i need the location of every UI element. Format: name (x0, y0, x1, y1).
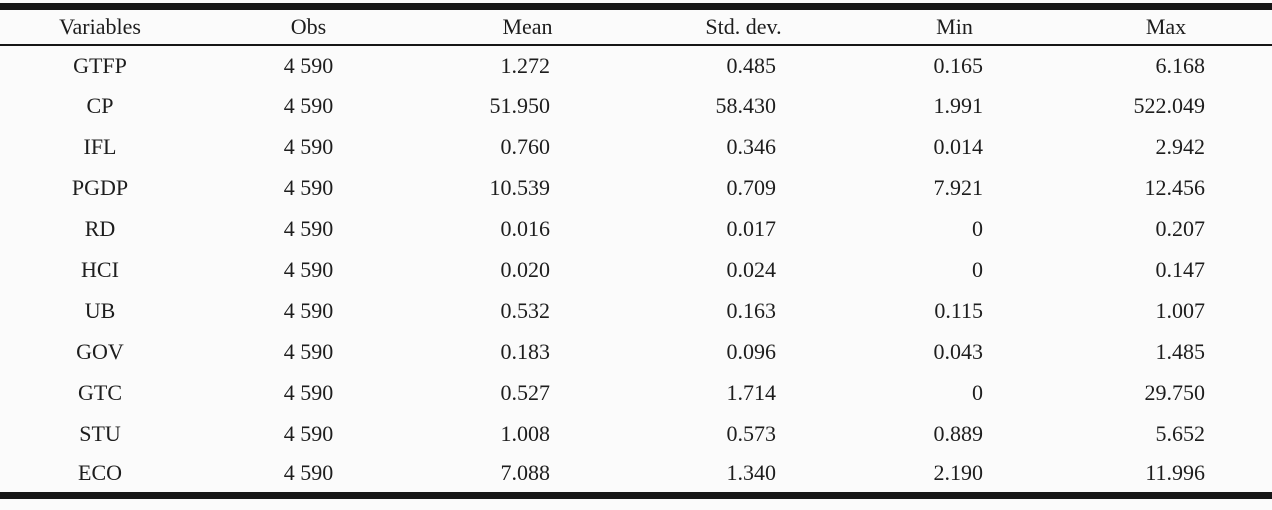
table-row-rd: RD 4 590 0.016 0.017 0 0.207 (0, 209, 1272, 250)
cell-mean: 0.183 (500, 339, 551, 364)
cell-std-dev: 0.485 (726, 52, 777, 78)
cell-mean: 0.527 (500, 380, 551, 405)
cell-max: 5.652 (1155, 421, 1206, 446)
table-row-gov: GOV 4 590 0.183 0.096 0.043 1.485 (0, 332, 1272, 373)
cell-max: 2.942 (1155, 134, 1206, 159)
cell-variable: UB (84, 298, 116, 323)
cell-mean: 0.532 (500, 298, 551, 323)
cell-variable: PGDP (71, 175, 129, 200)
cell-obs: 4 590 (283, 298, 334, 323)
cell-obs: 4 590 (283, 421, 334, 446)
column-header-mean: Mean (417, 6, 638, 46)
cell-mean: 0.020 (500, 257, 551, 282)
cell-variable: HCI (81, 257, 119, 282)
cell-variable: GOV (76, 339, 124, 364)
cell-max: 12.456 (1144, 175, 1206, 200)
cell-std-dev: 0.017 (726, 216, 777, 241)
table-row-hci: HCI 4 590 0.020 0.024 0 0.147 (0, 250, 1272, 291)
cell-variable: GTFP (73, 52, 127, 78)
cell-obs: 4 590 (283, 134, 334, 159)
cell-mean: 1.008 (500, 421, 551, 446)
cell-mean: 7.088 (500, 460, 551, 486)
summary-statistics-table: Variables Obs Mean Std. dev. Min Max GTF… (0, 3, 1272, 499)
cell-mean: 1.272 (500, 52, 551, 78)
table-header: Variables Obs Mean Std. dev. Min Max (0, 6, 1272, 46)
table-body: GTFP 4 590 1.272 0.485 0.165 6.168 CP 4 … (0, 45, 1272, 496)
cell-obs: 4 590 (283, 93, 334, 118)
table-row-gtc: GTC 4 590 0.527 1.714 0 29.750 (0, 373, 1272, 414)
cell-std-dev: 0.096 (726, 339, 777, 364)
cell-std-dev: 0.346 (726, 134, 777, 159)
cell-min: 0 (972, 257, 983, 282)
cell-max: 0.147 (1155, 257, 1206, 282)
cell-min: 2.190 (933, 460, 984, 486)
cell-obs: 4 590 (283, 257, 334, 282)
cell-obs: 4 590 (283, 52, 334, 78)
table-row-ub: UB 4 590 0.532 0.163 0.115 1.007 (0, 291, 1272, 332)
cell-variable: IFL (83, 134, 117, 159)
cell-min: 0.014 (933, 134, 984, 159)
column-header-variables: Variables (0, 6, 200, 46)
cell-min: 0.115 (934, 298, 983, 323)
cell-obs: 4 590 (283, 175, 334, 200)
cell-min: 0.043 (933, 339, 984, 364)
table-row-eco: ECO 4 590 7.088 1.340 2.190 11.996 (0, 455, 1272, 496)
cell-variable: ECO (78, 460, 122, 486)
cell-mean: 0.760 (500, 134, 551, 159)
cell-max: 1.485 (1155, 339, 1206, 364)
cell-std-dev: 0.024 (726, 257, 777, 282)
cell-mean: 10.539 (489, 175, 551, 200)
column-header-min: Min (849, 6, 1060, 46)
cell-std-dev: 1.340 (726, 460, 777, 486)
cell-max: 29.750 (1144, 380, 1206, 405)
cell-variable: CP (86, 93, 114, 118)
cell-obs: 4 590 (283, 460, 334, 486)
cell-obs: 4 590 (283, 339, 334, 364)
cell-min: 7.921 (933, 175, 984, 200)
table-row-pgdp: PGDP 4 590 10.539 0.709 7.921 12.456 (0, 168, 1272, 209)
cell-variable: RD (84, 216, 116, 241)
cell-std-dev: 0.573 (726, 421, 777, 446)
cell-std-dev: 1.714 (726, 380, 777, 405)
cell-max: 6.168 (1155, 52, 1206, 78)
cell-std-dev: 0.709 (726, 175, 777, 200)
cell-std-dev: 0.163 (726, 298, 777, 323)
cell-mean: 51.950 (489, 93, 551, 118)
cell-std-dev: 58.430 (715, 93, 777, 118)
header-row: Variables Obs Mean Std. dev. Min Max (0, 6, 1272, 46)
cell-mean: 0.016 (500, 216, 551, 241)
cell-obs: 4 590 (283, 380, 334, 405)
cell-variable: GTC (78, 380, 122, 405)
table-row-ifl: IFL 4 590 0.760 0.346 0.014 2.942 (0, 127, 1272, 168)
cell-min: 0.889 (933, 421, 984, 446)
cell-max: 11.996 (1145, 460, 1205, 486)
cell-min: 0.165 (933, 52, 984, 78)
cell-min: 0 (972, 380, 983, 405)
cell-max: 1.007 (1155, 298, 1206, 323)
column-header-std-dev: Std. dev. (638, 6, 849, 46)
column-header-obs: Obs (200, 6, 417, 46)
table-row-cp: CP 4 590 51.950 58.430 1.991 522.049 (0, 86, 1272, 127)
cell-variable: STU (79, 421, 121, 446)
column-header-max: Max (1060, 6, 1272, 46)
cell-obs: 4 590 (283, 216, 334, 241)
cell-max: 0.207 (1155, 216, 1206, 241)
cell-max: 522.049 (1133, 93, 1206, 118)
table-row-stu: STU 4 590 1.008 0.573 0.889 5.652 (0, 414, 1272, 455)
table-row-gtfp: GTFP 4 590 1.272 0.485 0.165 6.168 (0, 45, 1272, 86)
cell-min: 1.991 (933, 93, 984, 118)
cell-min: 0 (972, 216, 983, 241)
